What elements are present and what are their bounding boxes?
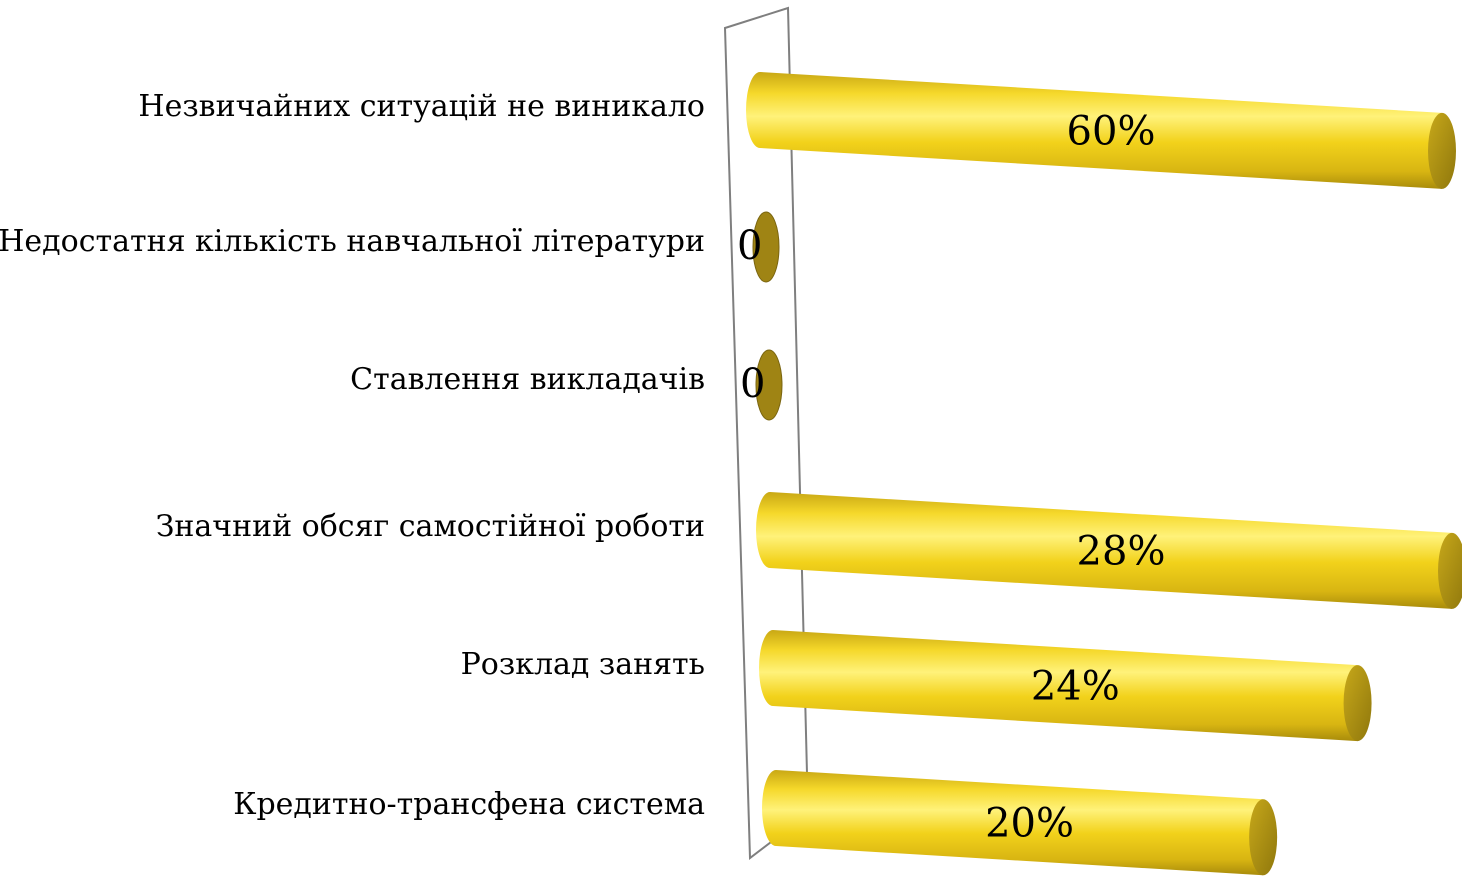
- data-label: 20%: [985, 801, 1074, 847]
- bar: [762, 770, 1278, 876]
- bar: [752, 211, 780, 283]
- category-label: Недостатня кількість навчальної літерату…: [0, 224, 705, 259]
- data-label: 60%: [1067, 108, 1156, 154]
- data-label: 0: [740, 361, 765, 407]
- bar: [756, 492, 1462, 609]
- category-label: Незвичайних ситуацій не виникало: [138, 89, 705, 124]
- category-label: Кредитно-трансфена система: [233, 787, 705, 822]
- data-label: 0: [737, 223, 762, 269]
- data-label: 28%: [1077, 528, 1166, 574]
- bar: [755, 349, 783, 421]
- bar: [759, 630, 1372, 742]
- category-label: Розклад занять: [461, 647, 705, 682]
- category-label: Ставлення викладачів: [350, 362, 705, 397]
- bar: [746, 72, 1456, 189]
- category-label: Значний обсяг самостійної роботи: [156, 509, 705, 544]
- data-label: 24%: [1031, 664, 1120, 710]
